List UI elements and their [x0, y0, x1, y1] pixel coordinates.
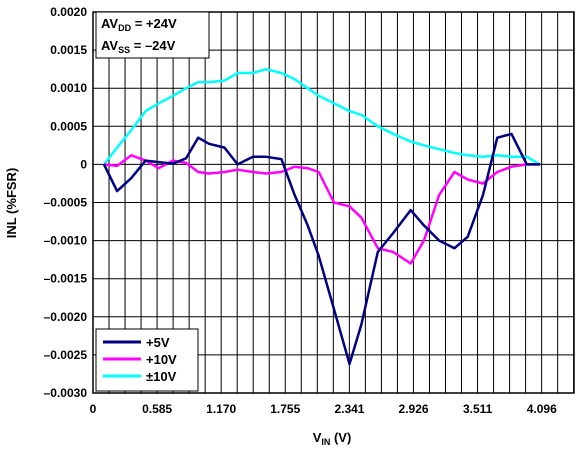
annotation-avss-sub: SS: [118, 45, 130, 55]
y-tick-label-9: –0.0025: [44, 348, 88, 362]
y-tick-label-7: –0.0015: [44, 272, 88, 286]
y-tick-label-2: 0.0010: [50, 81, 87, 95]
x-tick-label-0: 0: [90, 402, 97, 416]
x-axis-title-main: V: [313, 430, 322, 445]
series-lines: [102, 67, 541, 366]
y-axis-title: INL (%FSR): [4, 168, 19, 239]
series-line-2: [103, 67, 541, 166]
x-tick-label-6: 3.511: [463, 402, 493, 416]
annotation-avdd-sub: DD: [118, 23, 131, 33]
series-line-1: [103, 154, 540, 265]
y-tick-label-3: 0.0005: [50, 119, 87, 133]
plot-frame: [92, 11, 575, 394]
series-line-0: [102, 132, 540, 366]
x-axis-title-unit: (V): [330, 430, 351, 445]
y-tick-label-4: 0: [80, 157, 87, 171]
y-tick-label-5: –0.0005: [44, 196, 88, 210]
annotation-avss-rest: = –24V: [130, 38, 176, 53]
annotation-box: [95, 11, 210, 59]
annotation-avdd-main: AV: [101, 16, 118, 31]
legend-label-pm10v: ±10V: [146, 369, 177, 384]
supply-annotation: AVDD = +24V AVSS = –24V: [95, 11, 210, 59]
y-tick-label-0: 0.0020: [50, 5, 87, 19]
x-tick-label-1: 0.585: [142, 402, 172, 416]
annotation-avss: AVSS = –24V: [101, 38, 176, 55]
y-tick-label-6: –0.0010: [44, 234, 88, 248]
y-tick-label-8: –0.0020: [44, 310, 88, 324]
x-tick-label-7: 4.096: [527, 402, 557, 416]
y-axis-tick-labels: 0.0020 0.0015 0.0010 0.0005 0 –0.0005 –0.0010 –…: [44, 5, 88, 400]
x-tick-label-3: 1.755: [270, 402, 300, 416]
annotation-avdd: AVDD = +24V: [101, 16, 177, 33]
y-tick-label-1: 0.0015: [50, 43, 87, 57]
annotation-avss-main: AV: [101, 38, 118, 53]
x-tick-label-2: 1.170: [206, 402, 236, 416]
x-axis-title: VIN (V): [313, 430, 352, 447]
x-axis-title-sub: IN: [321, 437, 330, 447]
x-tick-label-5: 2.926: [399, 402, 429, 416]
y-tick-label-10: –0.0030: [44, 386, 88, 400]
x-tick-label-4: 2.341: [334, 402, 364, 416]
legend: +5V +10V ±10V: [95, 328, 199, 392]
x-axis-tick-labels: 0 0.585 1.170 1.755 2.341 2.926 3.511 4.096: [90, 402, 557, 416]
legend-label-10v: +10V: [146, 352, 177, 367]
legend-label-5v: +5V: [146, 335, 170, 350]
annotation-avdd-rest: = +24V: [131, 16, 177, 31]
